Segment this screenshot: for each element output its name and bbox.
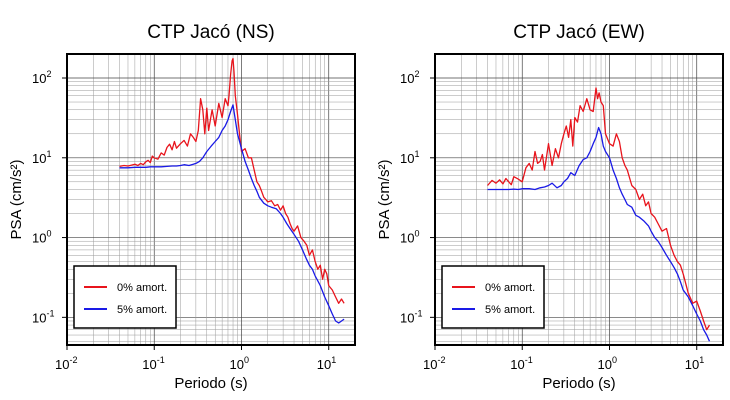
tick-exponent: 0 [612, 355, 617, 365]
y-axis-label: PSA (cm/s²) [376, 159, 393, 239]
chart-title: CTP Jacó (EW) [513, 22, 645, 43]
plot-frame [434, 53, 724, 346]
tick-exponent: -2 [69, 355, 77, 365]
legend-label: 5% amort. [485, 304, 535, 316]
y-tick-label: 10-1 [400, 308, 422, 325]
tick-exponent: -1 [157, 355, 165, 365]
x-axis-label: Periodo (s) [174, 375, 247, 392]
tick-exponent: -1 [46, 308, 54, 318]
legend: 0% amort. 5% amort. [441, 265, 545, 329]
x-tick-label: 10-2 [55, 355, 77, 372]
legend-label: 0% amort. [485, 282, 535, 294]
series-line-amort-5 [119, 104, 345, 324]
y-tick-label: 100 [32, 229, 51, 246]
tick-exponent: 0 [244, 355, 249, 365]
x-tick-label: 10-1 [142, 355, 164, 372]
tick-exponent: 0 [46, 229, 51, 239]
tick-exponent: 1 [46, 149, 51, 159]
legend: 0% amort. 5% amort. [73, 265, 177, 329]
y-tick-label: 101 [32, 149, 51, 166]
legend-box [441, 265, 545, 329]
legend-label: 0% amort. [117, 282, 167, 294]
y-tick-label: 102 [32, 69, 51, 86]
tick-exponent: 1 [414, 149, 419, 159]
chart-title: CTP Jacó (NS) [147, 22, 274, 43]
series-line-amort-0 [487, 87, 711, 331]
legend-label: 5% amort. [117, 304, 167, 316]
y-tick-label: 102 [400, 69, 419, 86]
tick-exponent: 1 [331, 355, 336, 365]
y-tick-label: 101 [400, 149, 419, 166]
x-tick-label: 100 [229, 355, 248, 372]
plot-frame [66, 53, 356, 346]
x-tick-label: 100 [597, 355, 616, 372]
y-tick-label: 100 [400, 229, 419, 246]
x-tick-label: 10-1 [510, 355, 532, 372]
tick-exponent: -1 [525, 355, 533, 365]
tick-exponent: 2 [46, 69, 51, 79]
tick-exponent: -1 [414, 308, 422, 318]
x-tick-label: 101 [317, 355, 336, 372]
x-tick-label: 10-2 [423, 355, 445, 372]
series-line-amort-0 [119, 57, 345, 304]
y-tick-label: 10-1 [32, 308, 54, 325]
y-axis-label: PSA (cm/s²) [8, 159, 25, 239]
tick-exponent: 1 [699, 355, 704, 365]
tick-exponent: 2 [414, 69, 419, 79]
x-axis-label: Periodo (s) [542, 375, 615, 392]
series-line-amort-5 [487, 126, 711, 342]
tick-exponent: -2 [437, 355, 445, 365]
x-tick-label: 101 [685, 355, 704, 372]
legend-box [73, 265, 177, 329]
tick-exponent: 0 [414, 229, 419, 239]
